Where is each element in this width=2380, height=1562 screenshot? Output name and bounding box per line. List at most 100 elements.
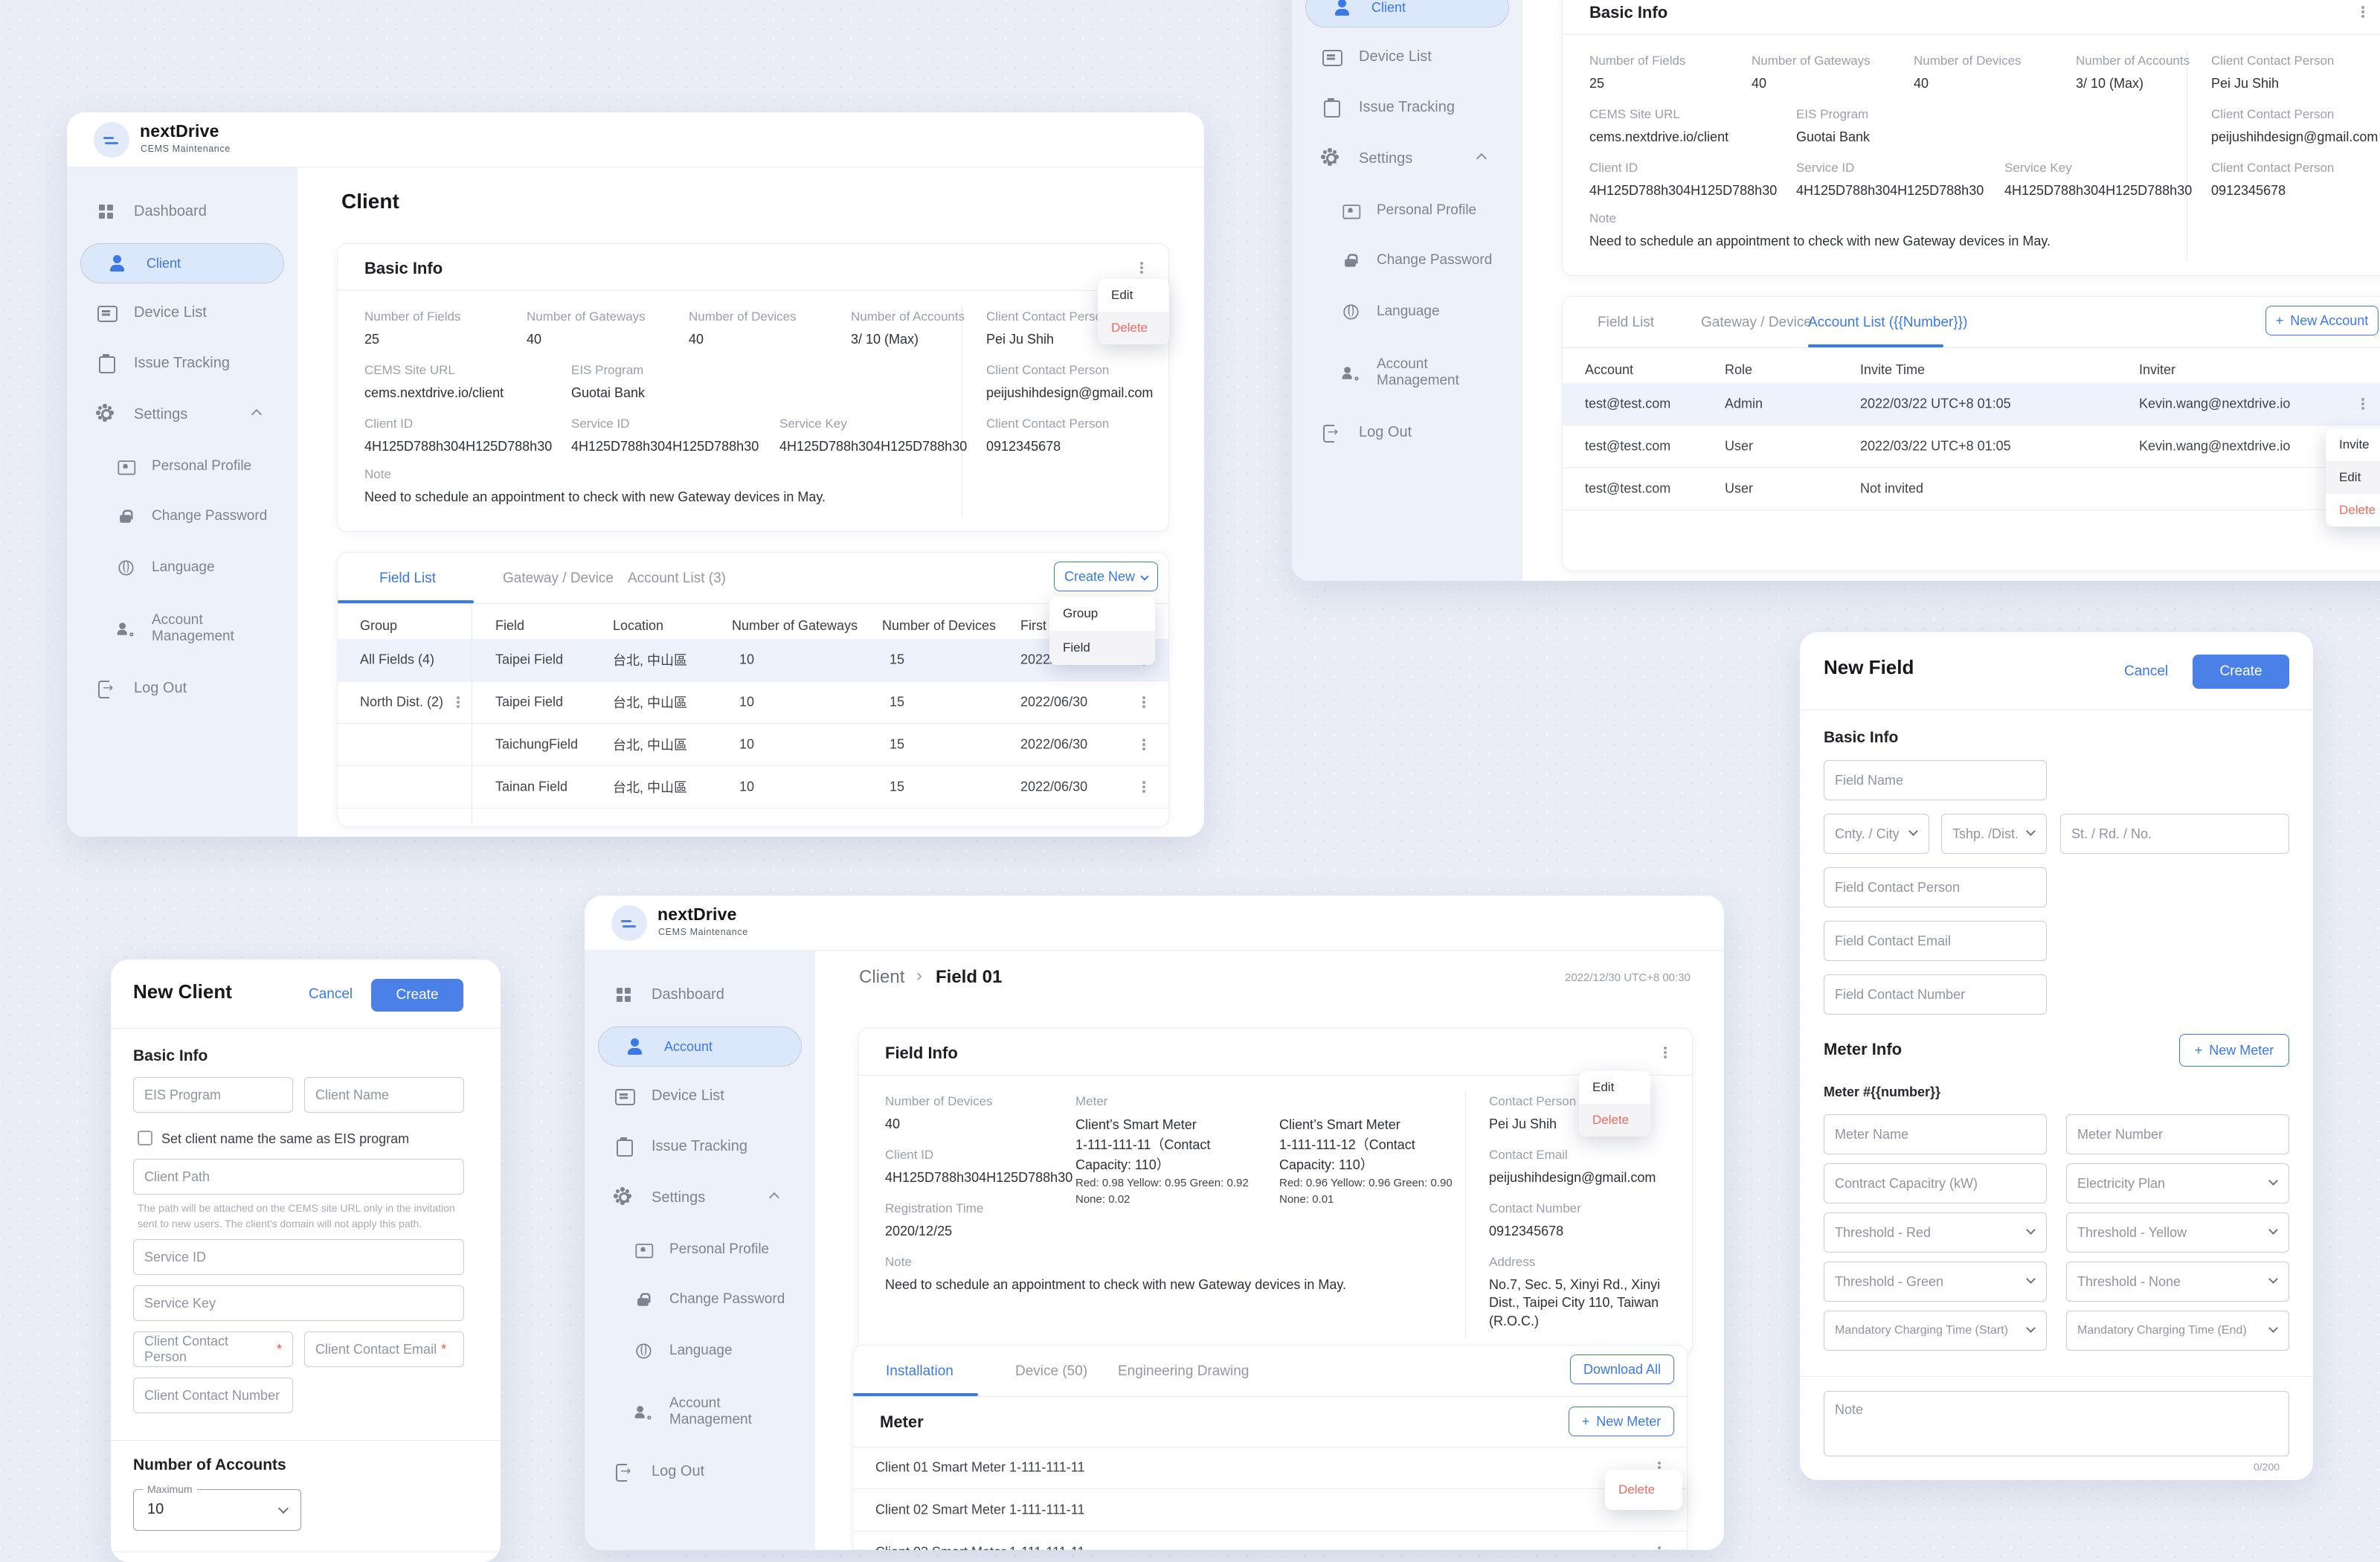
sidebar-item-device-list[interactable]: Device List — [1292, 36, 1522, 77]
tab-account-list[interactable]: Account List ({{Number}}) — [1808, 315, 1968, 330]
client-contact-email-input[interactable]: Client Contact Email * — [304, 1331, 464, 1367]
menu-item-delete[interactable]: Delete — [1618, 1482, 1656, 1497]
sidebar-item-settings[interactable]: Settings — [67, 394, 298, 434]
menu-item-edit[interactable]: Edit — [1592, 1080, 1615, 1094]
sidebar-item-settings[interactable]: Settings — [585, 1177, 815, 1218]
kebab-menu-icon[interactable] — [1140, 262, 1143, 265]
breadcrumb-parent[interactable]: Client — [859, 967, 905, 987]
sidebar-item-personal-profile[interactable]: Personal Profile — [585, 1230, 815, 1270]
download-all-button[interactable]: Download All — [1570, 1354, 1674, 1384]
sidebar-item-account-management[interactable]: Account Management — [1292, 344, 1522, 401]
field-contact-person-input[interactable] — [1824, 867, 2047, 907]
sidebar-item-dashboard[interactable]: Dashboard — [67, 191, 298, 231]
threshold-red-select[interactable]: Threshold - Red — [1824, 1212, 2047, 1253]
service-key-input[interactable] — [133, 1285, 464, 1321]
eis-program-input[interactable] — [133, 1077, 293, 1113]
table-row[interactable]: North Dist. (2) Taipei Field 台北, 中山區 10 … — [338, 681, 1168, 724]
meter-number-input[interactable] — [2066, 1114, 2289, 1154]
threshold-yellow-select[interactable]: Threshold - Yellow — [2066, 1212, 2289, 1253]
create-button[interactable]: Create — [371, 979, 463, 1012]
table-row[interactable]: All Fields (4) Taipei Field 台北, 中山區 10 1… — [338, 639, 1168, 681]
cancel-button[interactable]: Cancel — [2124, 663, 2169, 679]
tab-device[interactable]: Device (50) — [1015, 1363, 1088, 1379]
table-row[interactable]: Tainan Field 台北, 中山區 10 15 2022/06/30 — [338, 766, 1168, 809]
kebab-menu-icon[interactable] — [2361, 6, 2364, 9]
mandatory-charging-start-select[interactable]: Mandatory Charging Time (Start) — [1824, 1311, 2047, 1351]
menu-item-delete[interactable]: Delete — [1579, 1104, 1650, 1137]
field-name-input[interactable] — [1824, 760, 2047, 800]
new-meter-button[interactable]: + New Meter — [2179, 1034, 2289, 1067]
tab-engineering-drawing[interactable]: Engineering Drawing — [1118, 1363, 1250, 1379]
meter-name-input[interactable] — [1824, 1114, 2047, 1154]
sidebar-item-issue-tracking[interactable]: Issue Tracking — [1292, 87, 1522, 127]
sidebar-item-language[interactable]: Language — [67, 547, 298, 588]
contract-capacity-input[interactable] — [1824, 1163, 2047, 1203]
township-district-select[interactable]: Tshp. /Dist. — [1941, 814, 2047, 854]
menu-item-edit[interactable]: Edit — [1111, 288, 1133, 302]
new-meter-button[interactable]: + New Meter — [1569, 1407, 1674, 1436]
client-contact-number-input[interactable] — [133, 1378, 293, 1413]
table-row[interactable]: test@test.com User Not invited — [1563, 468, 2380, 510]
meter-row[interactable]: Client 01 Smart Meter 1-111-111-11 — [853, 1447, 1687, 1489]
client-contact-person-input[interactable]: Client Contact Person * — [133, 1331, 293, 1367]
field-contact-number-input[interactable] — [1824, 974, 2047, 1015]
checkbox[interactable] — [138, 1131, 152, 1145]
maximum-accounts-select[interactable]: Maximum 10 — [133, 1483, 301, 1531]
kebab-menu-icon[interactable] — [1142, 781, 1145, 784]
street-input[interactable] — [2060, 814, 2289, 854]
mandatory-charging-end-select[interactable]: Mandatory Charging Time (End) — [2066, 1311, 2289, 1351]
sidebar-item-log-out[interactable]: Log Out — [67, 668, 298, 708]
sidebar-item-client[interactable]: Client — [1305, 0, 1509, 28]
county-city-select[interactable]: Cnty. / City — [1824, 814, 1929, 854]
menu-item-delete[interactable]: Delete — [2339, 503, 2376, 517]
menu-item-delete[interactable]: Delete — [1098, 312, 1169, 344]
table-row[interactable]: TaichungField 台北, 中山區 10 15 2022/06/30 — [338, 724, 1168, 766]
tab-field-list[interactable]: Field List — [1598, 315, 1655, 330]
client-name-input[interactable] — [304, 1077, 464, 1113]
electricity-plan-select[interactable]: Electricity Plan — [2066, 1163, 2289, 1203]
sidebar-item-change-password[interactable]: Change Password — [67, 496, 298, 536]
kebab-menu-icon[interactable] — [1142, 696, 1145, 699]
sidebar-item-settings[interactable]: Settings — [1292, 138, 1522, 179]
tab-gateway-device[interactable]: Gateway / Device — [503, 571, 614, 586]
meter-row[interactable]: Client 03 Smart Meter 1-111-111-11 — [853, 1532, 1687, 1550]
tab-field-list[interactable]: Field List — [379, 571, 437, 586]
tab-installation[interactable]: Installation — [886, 1363, 953, 1379]
service-id-input[interactable] — [133, 1239, 464, 1275]
kebab-menu-icon[interactable] — [1658, 1462, 1661, 1465]
kebab-menu-icon[interactable] — [1142, 739, 1145, 742]
create-button[interactable]: Create — [2193, 655, 2289, 689]
note-textarea[interactable]: Note — [1824, 1391, 2289, 1456]
client-path-input[interactable] — [133, 1159, 464, 1195]
sidebar-item-personal-profile[interactable]: Personal Profile — [1292, 190, 1522, 231]
sidebar-item-account[interactable]: Account — [598, 1026, 802, 1067]
new-account-button[interactable]: + New Account — [2265, 306, 2379, 335]
sidebar-item-change-password[interactable]: Change Password — [585, 1279, 815, 1320]
sidebar-item-log-out[interactable]: Log Out — [1292, 412, 1522, 452]
dropdown-option-field[interactable]: Field — [1049, 631, 1155, 665]
cancel-button[interactable]: Cancel — [309, 986, 353, 1002]
sidebar-item-language[interactable]: Language — [585, 1331, 815, 1371]
kebab-menu-icon[interactable] — [1664, 1047, 1667, 1050]
sidebar-item-change-password[interactable]: Change Password — [1292, 240, 1522, 280]
sidebar-item-device-list[interactable]: Device List — [67, 292, 298, 332]
menu-icon[interactable] — [611, 905, 647, 941]
kebab-menu-icon[interactable] — [457, 696, 460, 699]
menu-item-invite[interactable]: Invite — [2339, 437, 2370, 451]
table-row[interactable]: test@test.com Admin 2022/03/22 UTC+8 01:… — [1563, 383, 2380, 425]
sidebar-item-device-list[interactable]: Device List — [585, 1076, 815, 1116]
meter-row[interactable]: Client 02 Smart Meter 1-111-111-11 — [853, 1489, 1687, 1532]
menu-item-edit[interactable]: Edit — [2326, 461, 2380, 494]
sidebar-item-client[interactable]: Client — [80, 243, 284, 283]
sidebar-item-issue-tracking[interactable]: Issue Tracking — [67, 343, 298, 383]
menu-icon[interactable] — [94, 122, 129, 158]
sidebar-item-account-management[interactable]: Account Management — [67, 600, 298, 657]
kebab-menu-icon[interactable] — [2361, 398, 2364, 401]
table-row[interactable]: test@test.com User 2022/03/22 UTC+8 01:0… — [1563, 425, 2380, 468]
threshold-none-select[interactable]: Threshold - None — [2066, 1262, 2289, 1302]
tab-account-list[interactable]: Account List (3) — [628, 571, 726, 586]
sidebar-item-account-management[interactable]: Account Management — [585, 1383, 815, 1440]
sidebar-item-log-out[interactable]: Log Out — [585, 1451, 815, 1491]
dropdown-option-group[interactable]: Group — [1063, 606, 1099, 620]
sidebar-item-language[interactable]: Language — [1292, 292, 1522, 332]
